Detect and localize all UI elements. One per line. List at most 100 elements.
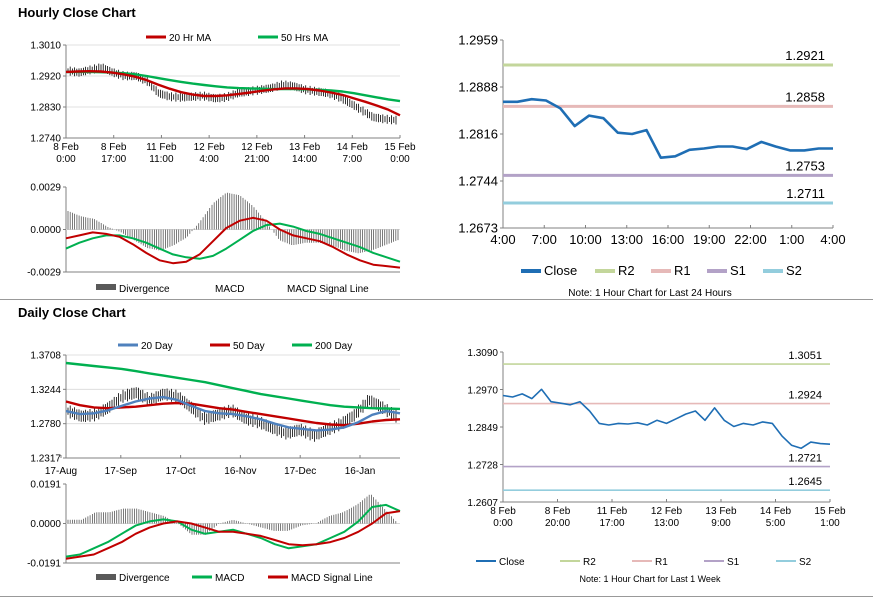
hourly-macd-legend-label: MACD Signal Line: [287, 284, 369, 295]
daily-levels-note: Note: 1 Hour Chart for Last 1 Week: [580, 574, 721, 584]
hourly-levels-xtick-label: 16:00: [652, 232, 685, 247]
hourly-levels-xtick-label: 22:00: [734, 232, 767, 247]
hourly-macd-legend-swatch: [96, 284, 116, 290]
daily-macd-macd-line: [65, 503, 401, 558]
daily-macd-ytick-label: 0.0191: [30, 480, 61, 491]
daily-levels-ytick-label: 1.2849: [467, 423, 498, 434]
daily-levels-xtick-label: 20:00: [545, 518, 570, 529]
daily-levels-xtick-label: 5:00: [766, 518, 786, 529]
daily-levels-ytick-label: 1.3090: [467, 348, 498, 359]
daily-macd-ytick-label: -0.0191: [27, 559, 61, 570]
hourly-price-legend-label: 20 Hr MA: [169, 33, 212, 44]
hourly-levels-xtick-label: 7:00: [532, 232, 557, 247]
daily-levels-xtick-label: 13 Feb: [705, 506, 737, 517]
daily-levels-xtick-label: 13:00: [654, 518, 679, 529]
daily-levels-xtick-label: 9:00: [711, 518, 731, 529]
hourly-levels-xtick-label: 4:00: [490, 232, 515, 247]
daily-price-xtick-label: 16-Jan: [345, 466, 376, 477]
hourly-levels-level-label: 1.2711: [786, 186, 825, 201]
daily-levels-legend-label: S2: [799, 557, 812, 568]
daily-price-ytick-label: 1.3244: [30, 385, 61, 396]
daily-macd-legend-swatch: [96, 574, 116, 580]
hourly-levels-ytick-label: 1.2744: [458, 174, 498, 189]
hourly-price-xtick-label: 4:00: [199, 154, 219, 165]
daily-levels-xtick-label: 11 Feb: [597, 506, 628, 517]
hourly-levels-ytick-label: 1.2816: [458, 127, 498, 142]
hourly-levels-legend-label: S1: [730, 263, 746, 278]
hourly-levels-close-line: [503, 97, 833, 159]
hourly-price-xtick-label: 8 Feb: [101, 142, 127, 153]
daily-levels-level-label: 1.2721: [788, 453, 822, 465]
daily-levels-xtick-label: 8 Feb: [545, 506, 571, 517]
hourly-levels-level-label: 1.2921: [785, 48, 825, 63]
daily-price-xtick-label: 17-Aug: [45, 466, 77, 477]
hourly-levels-legend-label: Close: [544, 263, 577, 278]
hourly-levels-level-label: 1.2753: [785, 158, 825, 173]
daily-levels-close-line: [502, 388, 831, 450]
hourly-price-xtick-label: 11 Feb: [146, 142, 177, 153]
daily-levels-ytick-label: 1.2607: [467, 498, 498, 509]
hourly-levels-note: Note: 1 Hour Chart for Last 24 Hours: [568, 288, 731, 299]
hourly-levels-ytick-label: 1.2888: [458, 80, 498, 95]
hourly-price-ytick-label: 1.3010: [30, 41, 61, 52]
hourly-macd-legend-label: MACD: [215, 284, 244, 295]
daily-levels-ytick-label: 1.2970: [467, 385, 498, 396]
daily-levels-legend-label: S1: [727, 557, 740, 568]
hourly-price-xtick-label: 14 Feb: [337, 142, 369, 153]
hourly-price-xtick-label: 0:00: [56, 154, 76, 165]
hourly-price-ytick-label: 1.2920: [30, 72, 61, 83]
hourly-price-xtick-label: 0:00: [390, 154, 410, 165]
bottom-divider: [0, 596, 873, 597]
daily-price-ytick-label: 1.2780: [30, 419, 61, 430]
hourly-macd-ytick-label: 0.0000: [30, 225, 61, 236]
daily-levels-legend-label: R1: [655, 557, 668, 568]
daily-levels-xtick-label: 1:00: [820, 518, 840, 529]
daily-macd-legend-label: MACD: [215, 573, 244, 584]
hourly-levels-xtick-label: 1:00: [779, 232, 804, 247]
daily-price-legend-label: 50 Day: [233, 341, 265, 352]
daily-levels-legend-label: Close: [499, 557, 525, 568]
daily-macd-legend-label: Divergence: [119, 573, 170, 584]
hourly-levels-ytick-label: 1.2959: [458, 33, 498, 48]
hourly-macd-signal-line: [65, 222, 401, 263]
daily-price-legend-label: 20 Day: [141, 341, 173, 352]
daily-price-legend-label: 200 Day: [315, 341, 352, 352]
section-divider: [0, 299, 873, 300]
hourly-price-xtick-label: 8 Feb: [53, 142, 79, 153]
daily-macd-ytick-label: 0.0000: [30, 519, 61, 530]
hourly-section-title: Hourly Close Chart: [18, 5, 136, 20]
daily-price-ma200-line: [65, 361, 401, 411]
hourly-levels-legend-label: R1: [674, 263, 691, 278]
hourly-levels-ytick-label: 1.2673: [458, 221, 498, 236]
daily-price-xtick-label: 16-Nov: [224, 466, 256, 477]
hourly-price-ytick-label: 1.2740: [30, 134, 61, 145]
hourly-price-xtick-label: 11:00: [149, 154, 174, 165]
daily-levels-ytick-label: 1.2728: [467, 460, 498, 471]
hourly-levels-legend-label: S2: [786, 263, 802, 278]
daily-macd-legend-label: MACD Signal Line: [291, 573, 373, 584]
hourly-price-legend-label: 50 Hrs MA: [281, 33, 329, 44]
hourly-levels-xtick-label: 19:00: [693, 232, 726, 247]
daily-price-xtick-label: 17-Oct: [166, 466, 196, 477]
daily-price-ytick-label: 1.2317: [30, 454, 61, 465]
daily-levels-xtick-label: 0:00: [493, 518, 513, 529]
hourly-price-xtick-label: 21:00: [244, 154, 269, 165]
daily-levels-legend-label: R2: [583, 557, 596, 568]
daily-levels-xtick-label: 15 Feb: [814, 506, 846, 517]
daily-price-ma50-line: [65, 400, 401, 427]
hourly-macd-ytick-label: -0.0029: [27, 268, 61, 279]
daily-levels-xtick-label: 17:00: [599, 518, 624, 529]
daily-levels-level-label: 1.3051: [788, 350, 822, 362]
hourly-price-xtick-label: 12 Feb: [241, 142, 273, 153]
hourly-levels-legend-label: R2: [618, 263, 635, 278]
hourly-macd-legend-label: Divergence: [119, 284, 170, 295]
hourly-price-xtick-label: 15 Feb: [384, 142, 416, 153]
daily-section-title: Daily Close Chart: [18, 305, 126, 320]
hourly-levels-xtick-label: 10:00: [569, 232, 602, 247]
daily-levels-level-label: 1.2924: [788, 390, 822, 402]
hourly-price-xtick-label: 12 Feb: [194, 142, 226, 153]
daily-levels-xtick-label: 14 Feb: [760, 506, 792, 517]
daily-macd-signal-line: [65, 510, 401, 560]
hourly-levels-xtick-label: 4:00: [820, 232, 845, 247]
